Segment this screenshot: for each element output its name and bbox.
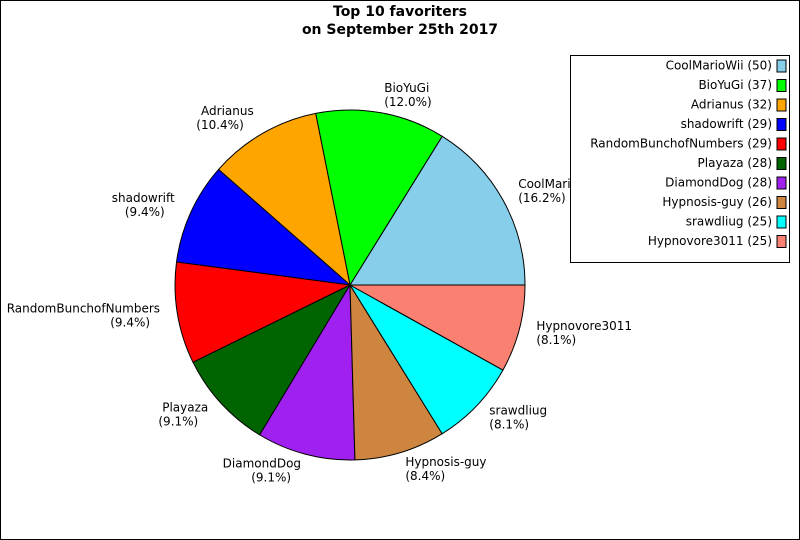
pie-slice	[175, 168, 352, 286]
legend: CoolMarioWii (50) BioYuGi (37) Adrianus (3…	[570, 55, 790, 263]
slice-label: Adrianus	[201, 104, 254, 118]
pie-slice	[348, 283, 504, 435]
pie-slice	[315, 109, 443, 287]
legend-swatch	[776, 118, 787, 131]
slice-label: Hypnosis-guy	[405, 455, 486, 469]
slice-label: Playaza	[162, 401, 208, 415]
legend-label: Adrianus (32)	[691, 98, 772, 112]
legend-swatch	[776, 215, 787, 229]
legend-swatch	[776, 157, 787, 170]
legend-swatch	[776, 235, 787, 248]
pie-slice	[217, 112, 351, 287]
slice-label: DiamondDog	[223, 457, 301, 471]
slice-label: shadowrift	[112, 191, 175, 205]
chart-title: Top 10 favoriters on September 25th 2017	[302, 4, 498, 38]
slice-value-label: (9.1%)	[158, 415, 198, 429]
slice-value-label: (9.1%)	[251, 471, 291, 485]
slice-value-label: (8.1%)	[489, 417, 529, 431]
legend-label: Hypnovore3011 (25)	[648, 234, 772, 248]
pie-slice	[349, 135, 526, 286]
pie-slice	[192, 283, 352, 436]
slice-label: RandomBunchofNumbers	[7, 302, 160, 316]
slice-value-label: (8.4%)	[405, 469, 445, 483]
legend-label: srawdliug (25)	[686, 215, 772, 229]
slice-label: Hypnovore3011	[536, 319, 632, 333]
legend-swatch	[776, 59, 787, 73]
slice-value-label: (9.4%)	[110, 316, 150, 330]
pie-slice	[174, 261, 352, 364]
legend-label: DiamondDog (28)	[665, 176, 772, 190]
pie-slice	[348, 284, 526, 371]
pie-slice	[258, 283, 356, 461]
legend-swatch	[776, 196, 787, 209]
slice-value-label: (9.4%)	[125, 205, 165, 219]
legend-swatch	[776, 79, 787, 92]
slice-label: srawdliug	[489, 403, 547, 417]
legend-frame	[570, 55, 790, 263]
legend-label: RandomBunchofNumbers (29)	[590, 137, 772, 151]
legend-swatch	[776, 137, 787, 151]
slice-value-label: (10.4%)	[196, 118, 243, 132]
legend-label: BioYuGi (37)	[698, 78, 772, 92]
pie-slice	[349, 283, 443, 461]
slice-value-label: (16.2%)	[518, 191, 565, 205]
slice-label: BioYuGi	[384, 81, 429, 95]
legend-label: CoolMarioWii (50)	[666, 59, 772, 73]
legend-label: shadowrift (29)	[681, 117, 772, 131]
slice-value-label: (8.1%)	[536, 333, 576, 347]
legend-label: Playaza (28)	[698, 156, 772, 170]
legend-swatch	[776, 176, 787, 190]
legend-label: Hypnosis-guy (26)	[662, 195, 772, 209]
legend-swatch	[776, 98, 787, 112]
slice-value-label: (12.0%)	[384, 95, 431, 109]
